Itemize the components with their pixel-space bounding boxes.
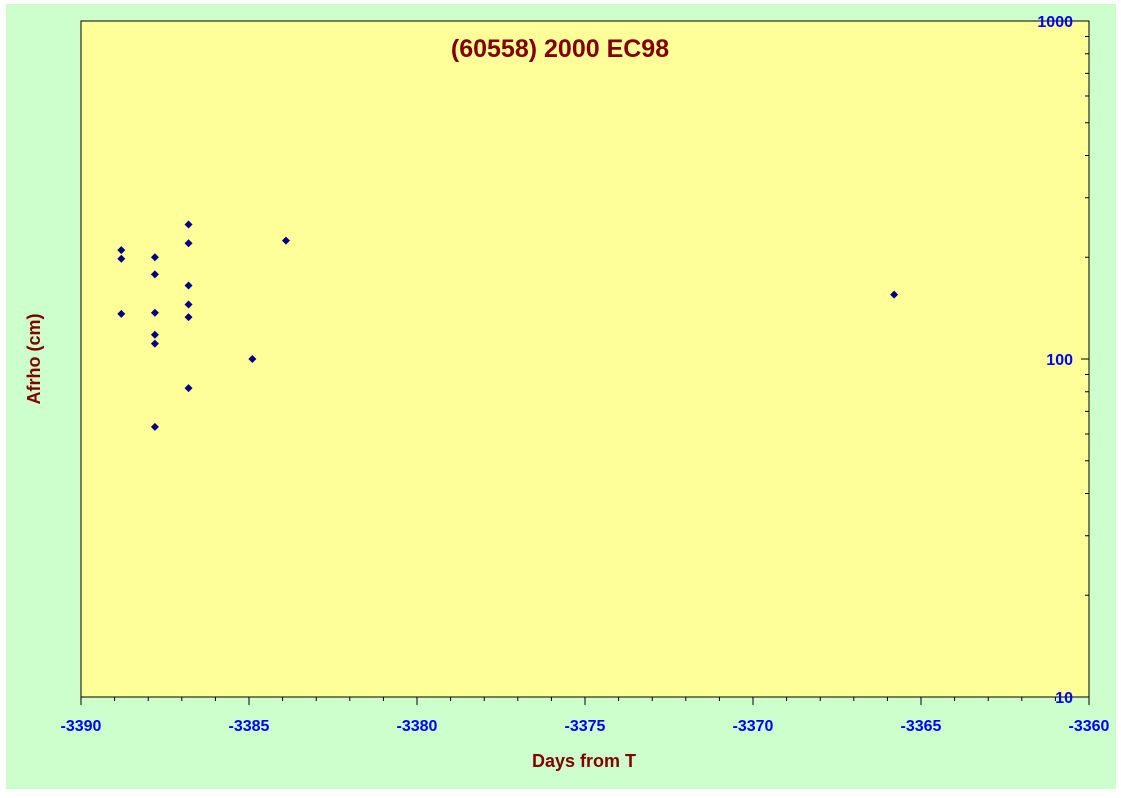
y-tick-label: 100 (1046, 352, 1073, 369)
x-tick-label: -3375 (565, 718, 606, 735)
data-point (150, 270, 159, 279)
data-point (150, 422, 159, 431)
data-point (150, 253, 159, 262)
x-axis-label: Days from T (532, 751, 636, 771)
x-tick-label: -3365 (901, 718, 942, 735)
y-tick-label: 1000 (1037, 14, 1073, 31)
y-axis-label: Afrho (cm) (24, 314, 44, 405)
data-points (117, 220, 899, 431)
data-point (117, 309, 126, 318)
x-tick-label: -3380 (397, 718, 438, 735)
data-point (890, 290, 899, 299)
data-point (281, 236, 290, 245)
chart-title: (60558) 2000 EC98 (451, 35, 669, 63)
data-point (150, 330, 159, 339)
data-point (248, 355, 257, 363)
x-tick-label: -3390 (61, 718, 102, 735)
plot-area (80, 20, 1090, 698)
data-point (184, 281, 193, 290)
data-point (150, 339, 159, 348)
data-point (184, 220, 193, 229)
x-tick-label: -3360 (1069, 718, 1110, 735)
data-point (117, 254, 126, 263)
data-point (184, 239, 193, 248)
axes: -3390 -3385 -3380 -3375 -3370 -3365 -3360 10 100… (61, 14, 1110, 735)
data-point (117, 246, 126, 255)
data-point (184, 313, 193, 322)
data-point (184, 300, 193, 309)
x-tick-label: -3385 (229, 718, 270, 735)
x-tick-label: -3370 (733, 718, 774, 735)
data-point (150, 308, 159, 317)
data-point (184, 384, 193, 393)
y-tick-label: 10 (1055, 690, 1073, 707)
